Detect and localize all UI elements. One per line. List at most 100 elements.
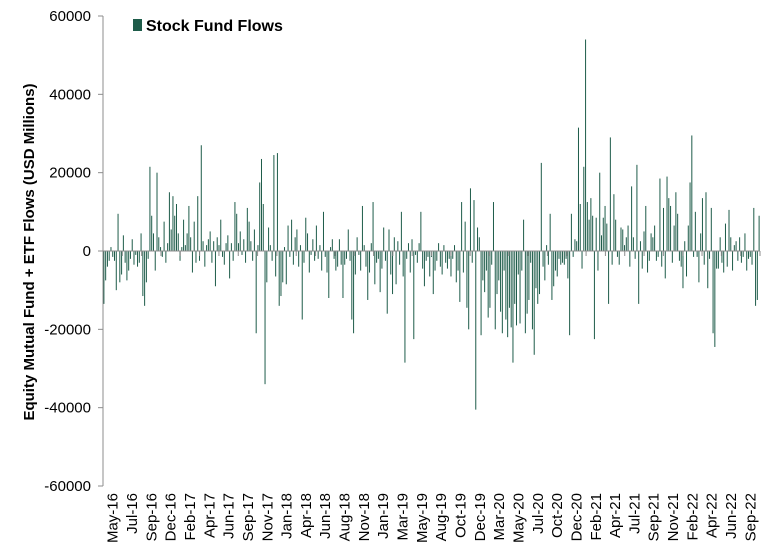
bar xyxy=(528,251,530,300)
bar xyxy=(337,251,339,267)
bar xyxy=(547,251,549,265)
bar xyxy=(625,237,627,251)
bar xyxy=(645,205,647,251)
bar xyxy=(494,251,496,330)
bar xyxy=(236,213,238,251)
bar xyxy=(439,251,441,267)
x-tick-label: Jun-17 xyxy=(221,493,238,539)
bar xyxy=(124,251,126,263)
bar xyxy=(186,233,188,252)
bar xyxy=(315,225,317,251)
bar xyxy=(423,251,425,287)
bar xyxy=(521,251,523,271)
bar xyxy=(514,251,516,304)
bar xyxy=(595,217,597,251)
bar xyxy=(721,251,723,263)
bar xyxy=(510,251,512,328)
bar xyxy=(338,239,340,251)
bar xyxy=(485,251,487,271)
bar xyxy=(524,251,526,334)
bar xyxy=(751,251,753,265)
bar xyxy=(643,231,645,251)
x-tick-label: Feb-17 xyxy=(182,493,199,541)
bar xyxy=(650,233,652,252)
bar xyxy=(712,251,714,334)
bar xyxy=(314,251,316,261)
bar xyxy=(593,251,595,340)
bar xyxy=(409,251,411,273)
bar xyxy=(441,251,443,275)
bar xyxy=(253,229,255,251)
bar xyxy=(114,251,116,261)
bar xyxy=(632,237,634,251)
bar xyxy=(694,211,696,251)
bar xyxy=(570,213,572,251)
bar xyxy=(592,215,594,251)
bar xyxy=(395,251,397,285)
bar xyxy=(344,251,346,265)
bar xyxy=(191,251,193,273)
bar xyxy=(602,217,604,251)
bar xyxy=(356,237,358,251)
x-tick-label: Sep-17 xyxy=(240,493,257,541)
bar xyxy=(753,207,755,251)
x-tick-label: Aug-18 xyxy=(337,493,354,541)
bar xyxy=(544,251,546,281)
x-tick-label: Aug-19 xyxy=(433,493,450,541)
x-tick-label: Mar-19 xyxy=(395,493,412,541)
bar xyxy=(618,251,620,265)
bar xyxy=(268,227,270,251)
bar xyxy=(347,229,349,251)
bar xyxy=(168,192,170,251)
bar xyxy=(310,251,312,255)
bar xyxy=(597,251,599,271)
bar xyxy=(422,251,424,269)
bars xyxy=(103,39,760,410)
bar xyxy=(530,251,532,263)
bar xyxy=(354,251,356,275)
bar xyxy=(480,251,482,336)
bar xyxy=(459,251,461,302)
bar xyxy=(487,251,489,318)
bar xyxy=(218,245,220,252)
bar xyxy=(158,237,160,251)
bar xyxy=(415,251,417,255)
bar xyxy=(260,158,262,251)
bar xyxy=(434,251,436,271)
bar xyxy=(388,229,390,251)
bar xyxy=(489,251,491,308)
bar xyxy=(512,251,514,363)
bar xyxy=(305,217,307,251)
bar xyxy=(269,245,271,252)
bar xyxy=(657,251,659,257)
bar xyxy=(144,251,146,306)
bar xyxy=(682,251,684,289)
bar xyxy=(739,237,741,251)
bar xyxy=(420,211,422,251)
bar xyxy=(289,251,291,257)
y-tick-label: 40000 xyxy=(49,86,91,103)
bar xyxy=(478,237,480,251)
bar xyxy=(112,251,114,257)
x-tick-label: Sep-22 xyxy=(742,493,759,541)
bar xyxy=(675,192,677,251)
bar xyxy=(206,245,208,252)
bar xyxy=(363,245,365,252)
x-tick-label: Nov-18 xyxy=(356,493,373,541)
bar xyxy=(652,237,654,251)
bar xyxy=(214,251,216,287)
bar xyxy=(165,251,167,263)
bar xyxy=(484,251,486,293)
bar xyxy=(328,251,330,298)
bar xyxy=(654,225,656,251)
y-tick-label: 20000 xyxy=(49,165,91,182)
bar xyxy=(634,251,636,259)
bar xyxy=(406,251,408,259)
bar xyxy=(533,251,535,355)
bar xyxy=(264,251,266,385)
bar xyxy=(271,251,273,261)
bar xyxy=(604,205,606,251)
bar xyxy=(195,251,197,263)
bar xyxy=(246,207,248,251)
bar xyxy=(461,202,463,251)
